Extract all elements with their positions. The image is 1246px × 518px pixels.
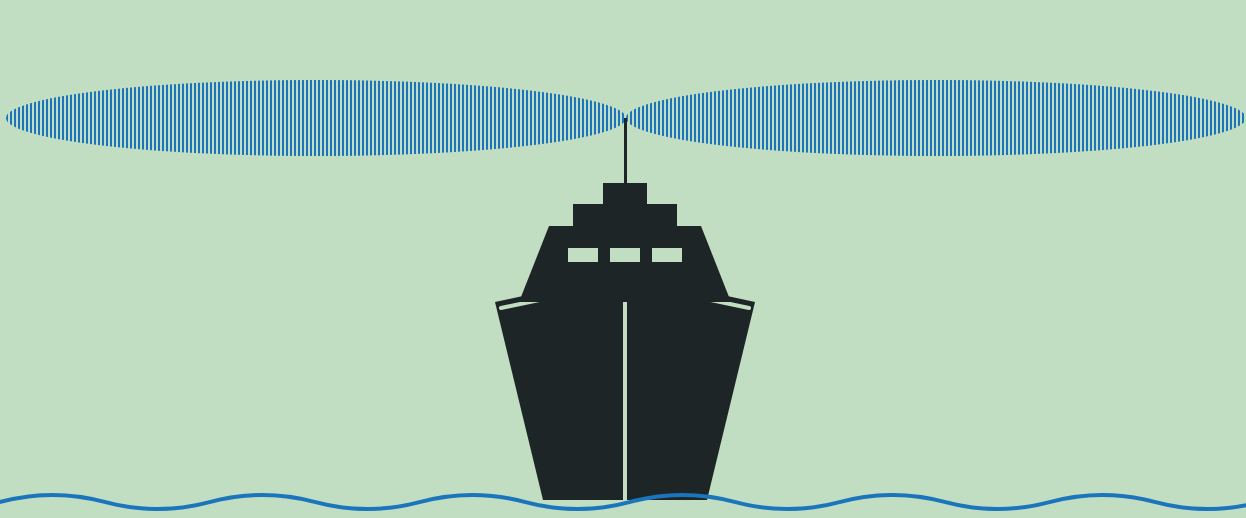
- diagram-canvas: [0, 0, 1246, 518]
- ship-icon: [485, 179, 765, 504]
- radar-lobe-left: [6, 80, 626, 156]
- water-line: [0, 491, 1246, 513]
- ship-antenna: [624, 118, 627, 185]
- radar-lobe-right: [626, 80, 1246, 156]
